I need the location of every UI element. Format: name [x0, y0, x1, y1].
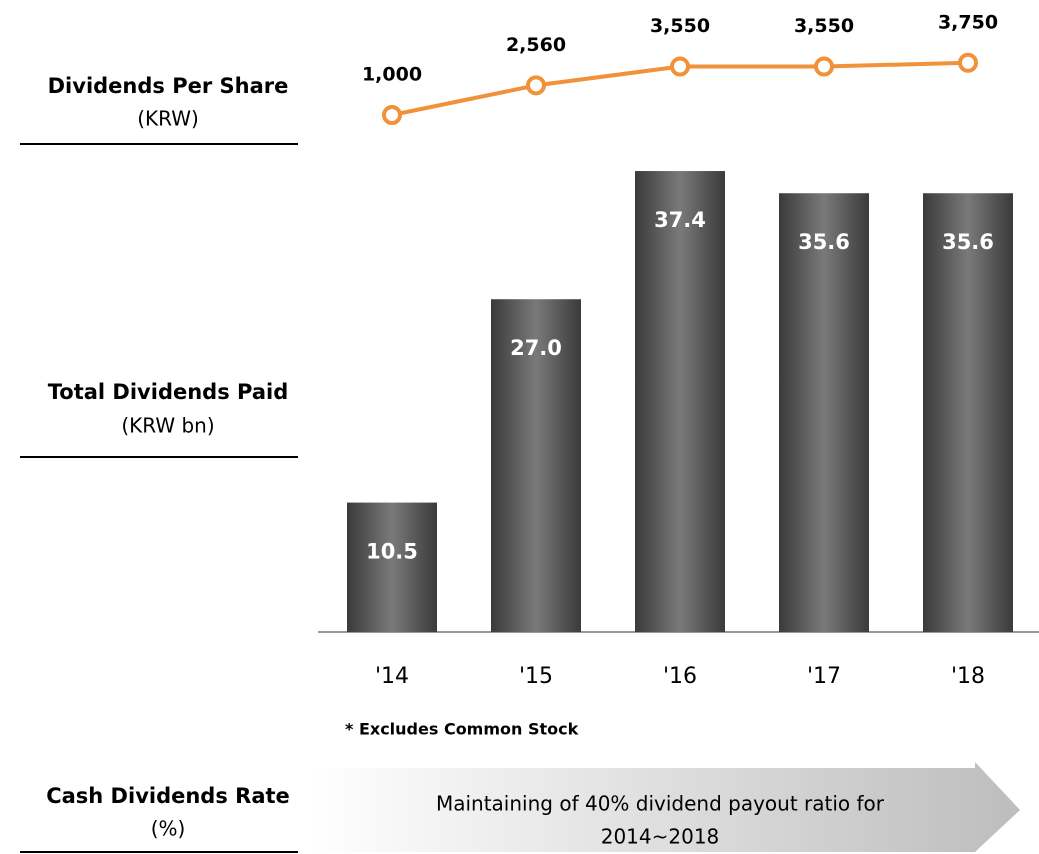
x-tick-label: '16	[663, 664, 697, 689]
side-unit: (KRW)	[137, 107, 199, 131]
bar-label: 10.5	[366, 540, 418, 564]
line-point	[958, 52, 978, 73]
x-tick-label: '18	[951, 664, 985, 689]
bar	[923, 193, 1013, 633]
bar-label: 37.4	[654, 208, 706, 232]
bar-label: 35.6	[798, 230, 850, 254]
bar	[491, 299, 581, 632]
x-tick-label: '17	[807, 664, 841, 689]
side-unit: (KRW bn)	[121, 414, 214, 438]
side-unit: (%)	[151, 817, 186, 841]
note-text: 2014~2018	[601, 825, 720, 849]
side-title: Dividends Per Share	[48, 74, 289, 98]
bar-label: 27.0	[510, 336, 562, 360]
bar-label: 35.6	[942, 230, 994, 254]
footnote: * Excludes Common Stock	[345, 720, 579, 739]
side-title: Cash Dividends Rate	[46, 784, 290, 808]
bar	[635, 171, 725, 633]
note-arrow	[310, 762, 1020, 852]
line-point	[382, 105, 402, 125]
bar	[347, 502, 437, 632]
line-point	[526, 75, 546, 96]
point-label: 3,750	[938, 11, 998, 33]
side-title: Total Dividends Paid	[48, 380, 289, 404]
note-text: Maintaining of 40% dividend payout ratio…	[436, 792, 885, 816]
point-label: 1,000	[362, 64, 422, 86]
line-point	[814, 56, 834, 77]
line-point	[670, 56, 690, 77]
x-tick-label: '14	[375, 664, 409, 689]
point-label: 3,550	[650, 15, 710, 37]
point-label: 2,560	[506, 34, 566, 56]
x-tick-label: '15	[519, 664, 553, 689]
point-label: 3,550	[794, 15, 854, 37]
bar	[779, 193, 869, 633]
